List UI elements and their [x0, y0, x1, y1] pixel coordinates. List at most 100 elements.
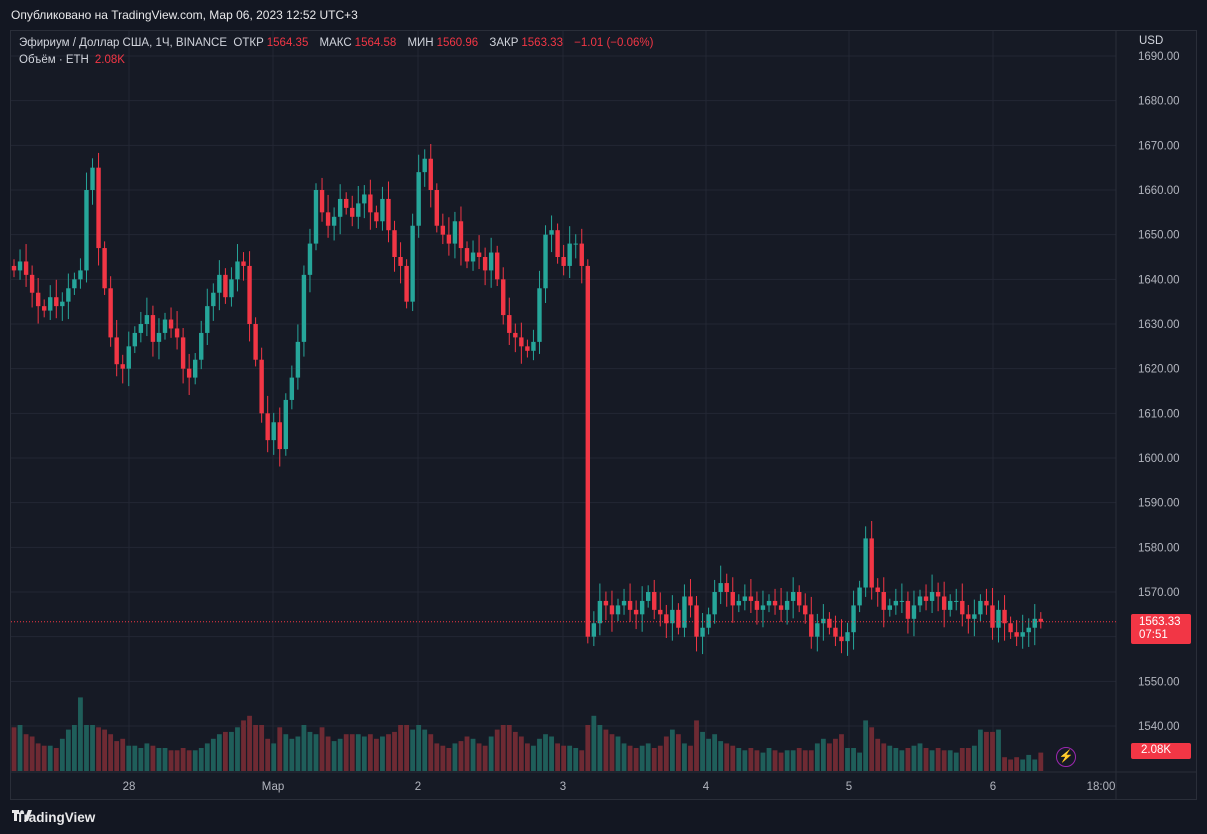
- candle-body: [827, 618, 832, 628]
- candle-body: [525, 346, 530, 351]
- candle-body: [102, 248, 107, 289]
- currency-label[interactable]: USD: [1139, 35, 1164, 47]
- candle-body: [150, 315, 156, 342]
- volume-bar: [1002, 757, 1007, 771]
- y-tick-label: 1630.00: [1138, 319, 1180, 331]
- last-price-badge: 1563.33 07:51: [1131, 614, 1191, 644]
- candle-body: [664, 614, 669, 624]
- candle-body: [585, 265, 590, 637]
- candle-body: [428, 158, 433, 190]
- tradingview-icon: [12, 810, 32, 821]
- candle-body: [35, 292, 41, 307]
- candle-body: [132, 332, 137, 347]
- candle-body: [96, 167, 101, 249]
- volume-label[interactable]: Объём · ETH: [19, 54, 89, 66]
- candle-body: [126, 346, 131, 369]
- volume-bar: [23, 734, 29, 771]
- volume-bar: [839, 734, 844, 771]
- tradingview-logo[interactable]: TradingView: [12, 810, 95, 825]
- candle-body: [682, 596, 687, 628]
- volume-bar: [380, 736, 385, 771]
- candle-body: [416, 172, 421, 226]
- candle-body: [199, 332, 204, 360]
- candle-body: [356, 203, 361, 217]
- candle-body: [180, 337, 186, 369]
- volume-bar: [283, 734, 289, 771]
- volume-bar: [422, 729, 428, 771]
- candle-body: [863, 538, 868, 588]
- volume-bar: [90, 725, 95, 771]
- candle-body: [501, 279, 506, 316]
- candle-body: [54, 297, 59, 307]
- low-value: 1560.96: [436, 37, 479, 49]
- candle-body: [259, 359, 264, 414]
- volume-bar: [1014, 757, 1020, 771]
- y-tick-label: 1680.00: [1138, 96, 1180, 108]
- volume-bar: [162, 748, 168, 771]
- volume-bar: [192, 750, 198, 771]
- volume-bar: [748, 748, 754, 771]
- volume-bar: [102, 729, 107, 771]
- volume-bar: [814, 743, 820, 771]
- volume-bar: [452, 743, 458, 771]
- open-value: 1564.35: [266, 37, 309, 49]
- volume-bar: [827, 743, 832, 771]
- candle-body: [966, 614, 971, 619]
- candlestick-chart[interactable]: 1540.001550.001560.001570.001580.001590.…: [11, 31, 1196, 799]
- volume-bar: [494, 729, 500, 771]
- volume-bar: [1038, 752, 1044, 771]
- symbol-legend: Эфириум / Доллар США, 1Ч, BINANCE ОТКР 15…: [19, 37, 661, 49]
- volume-bar: [965, 748, 971, 771]
- candle-body: [797, 592, 802, 606]
- volume-bar: [881, 743, 887, 771]
- volume-bar: [784, 750, 790, 771]
- volume-bar: [392, 731, 397, 771]
- volume-bar: [301, 725, 307, 771]
- candle-body: [839, 636, 844, 642]
- candle-body: [66, 288, 71, 302]
- candle-body: [404, 265, 409, 302]
- candle-body: [531, 341, 536, 351]
- candle-body: [229, 279, 234, 298]
- volume-bar: [971, 745, 977, 771]
- y-tick-label: 1690.00: [1138, 51, 1180, 63]
- candle-body: [410, 225, 415, 302]
- volume-legend: Объём · ETH 2.08K: [19, 54, 125, 66]
- volume-bar: [736, 748, 742, 771]
- candle-body: [78, 270, 83, 280]
- volume-bar: [555, 743, 560, 771]
- candle-body: [156, 332, 162, 342]
- candle-body: [1026, 627, 1031, 633]
- candle-body: [845, 632, 850, 642]
- candle-body: [42, 306, 47, 311]
- candle-body: [748, 596, 754, 601]
- volume-bar: [802, 750, 808, 771]
- candle-body: [464, 248, 470, 262]
- candle-body: [446, 234, 452, 244]
- close-label: ЗАКР: [489, 37, 519, 49]
- candle-body: [676, 609, 681, 628]
- volume-bar: [355, 734, 361, 771]
- volume-bar: [688, 745, 693, 771]
- candle-body: [452, 221, 458, 244]
- last-price-value: 1563.33: [1139, 616, 1181, 628]
- candle-body: [168, 319, 174, 329]
- bar-countdown: 07:51: [1139, 629, 1168, 641]
- volume-bar: [374, 738, 379, 771]
- candle-body: [978, 600, 983, 615]
- volume-bar: [518, 736, 524, 771]
- candle-body: [658, 609, 663, 615]
- volume-bar: [905, 748, 911, 771]
- candle-body: [784, 600, 790, 610]
- symbol-title[interactable]: Эфириум / Доллар США, 1Ч, BINANCE: [19, 37, 228, 49]
- chart-panel[interactable]: 1540.001550.001560.001570.001580.001590.…: [10, 30, 1197, 800]
- lightning-icon[interactable]: ⚡: [1056, 747, 1076, 767]
- candle-body: [851, 605, 856, 633]
- candle-body: [440, 225, 446, 235]
- candle-body: [108, 288, 113, 338]
- volume-bar: [543, 734, 548, 771]
- volume-bar: [1032, 759, 1038, 771]
- volume-bar: [549, 736, 554, 771]
- candle-body: [193, 359, 198, 378]
- volume-bar: [609, 734, 615, 771]
